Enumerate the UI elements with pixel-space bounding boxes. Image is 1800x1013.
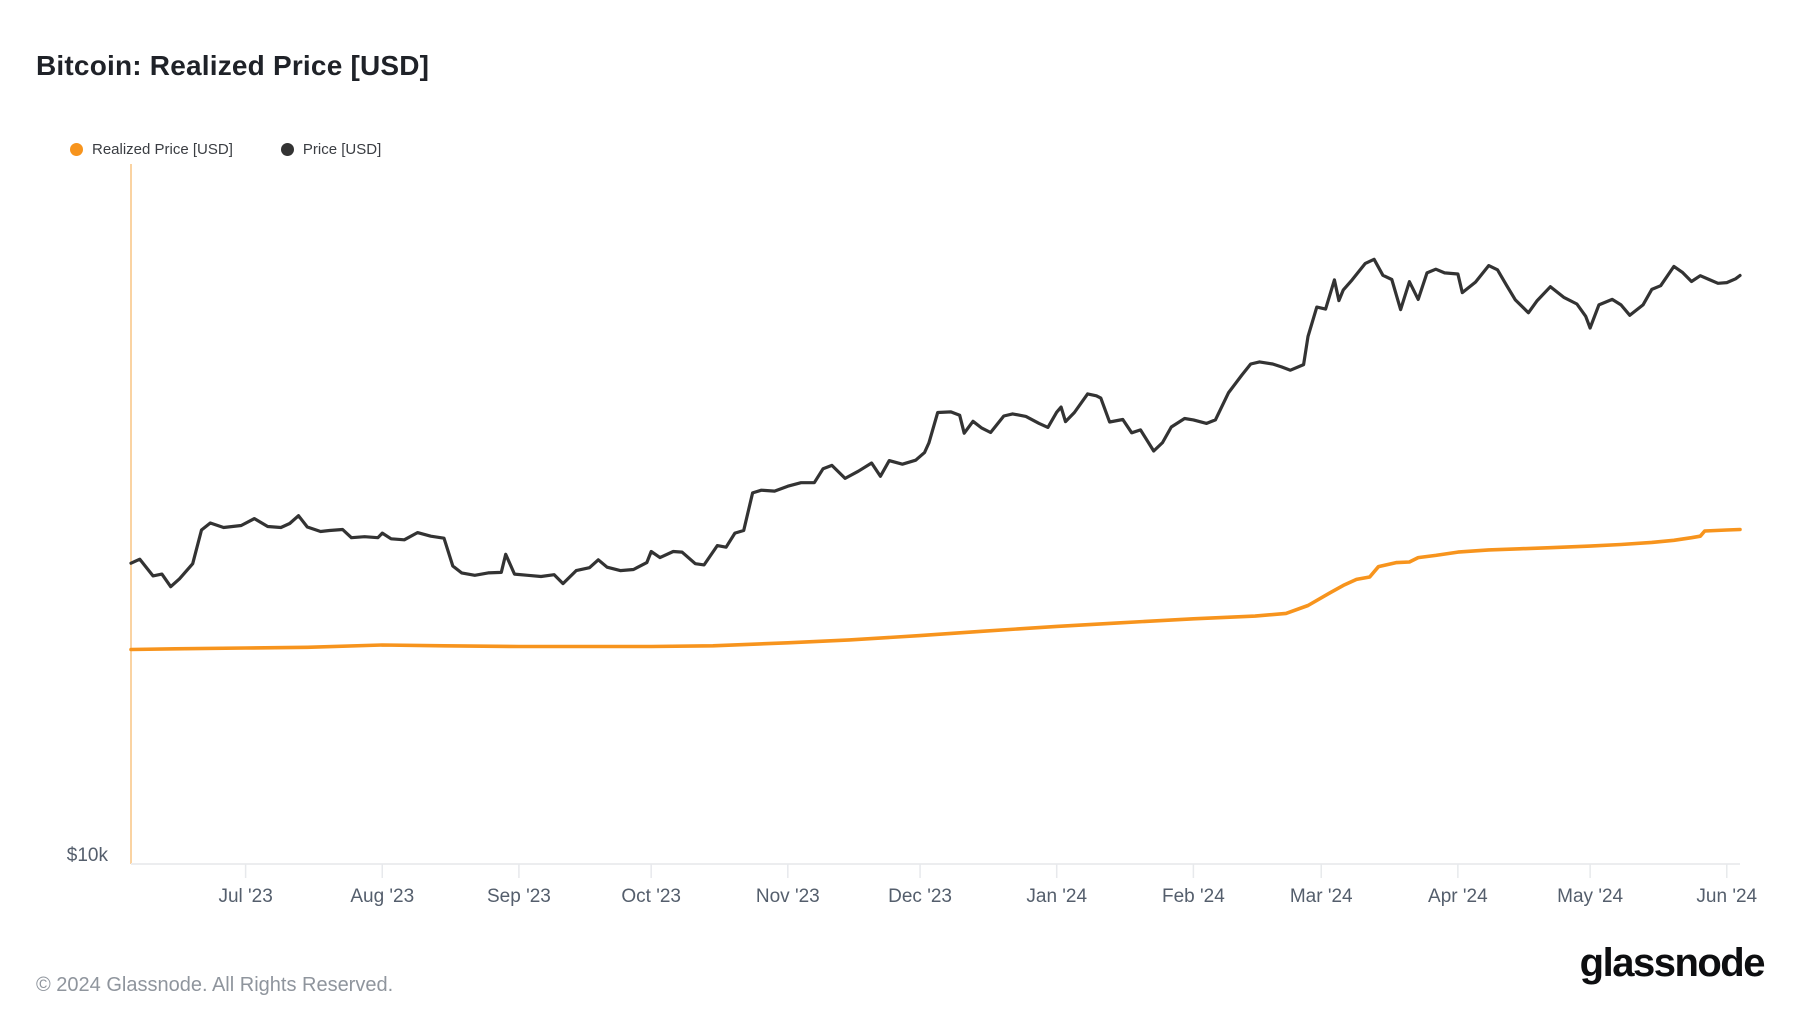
x-axis-label: Aug '23 <box>350 886 415 907</box>
x-axis-label: Apr '24 <box>1428 886 1488 907</box>
x-axis-label: Feb '24 <box>1161 886 1225 907</box>
x-axis-label: Jun '24 <box>1696 886 1758 907</box>
plot-area[interactable] <box>131 164 1740 864</box>
x-axis-label: Oct '23 <box>621 886 681 907</box>
x-axis-label: Mar '24 <box>1289 886 1353 907</box>
x-axis-label: Jul '23 <box>218 886 273 907</box>
legend-label-realized-price: Realized Price [USD] <box>92 141 233 158</box>
glassnode-logo: glassnode <box>1579 941 1766 985</box>
legend: Realized Price [USD] Price [USD] <box>70 141 381 158</box>
price-dot-icon <box>280 143 294 156</box>
x-axis-label: Jan '24 <box>1026 886 1088 907</box>
x-axis-label: Nov '23 <box>755 886 820 907</box>
legend-item-realized-price[interactable]: Realized Price [USD] <box>70 141 233 158</box>
page-title: Bitcoin: Realized Price [USD] <box>36 50 430 81</box>
realized-price-dot-icon <box>70 143 83 156</box>
legend-item-price[interactable]: Price [USD] <box>280 141 382 158</box>
y-axis-label-10k: $10k <box>66 845 108 866</box>
realized-price-line <box>129 527 1742 652</box>
legend-label-price: Price [USD] <box>302 141 382 158</box>
x-axis-ticks <box>244 864 1728 878</box>
footer-copyright: © 2024 Glassnode. All Rights Reserved. <box>36 974 394 996</box>
x-axis-label: Sep '23 <box>486 886 551 907</box>
x-axis-label: Dec '23 <box>888 886 952 907</box>
x-axis-label: May '24 <box>1557 886 1624 907</box>
price-line <box>129 257 1742 589</box>
